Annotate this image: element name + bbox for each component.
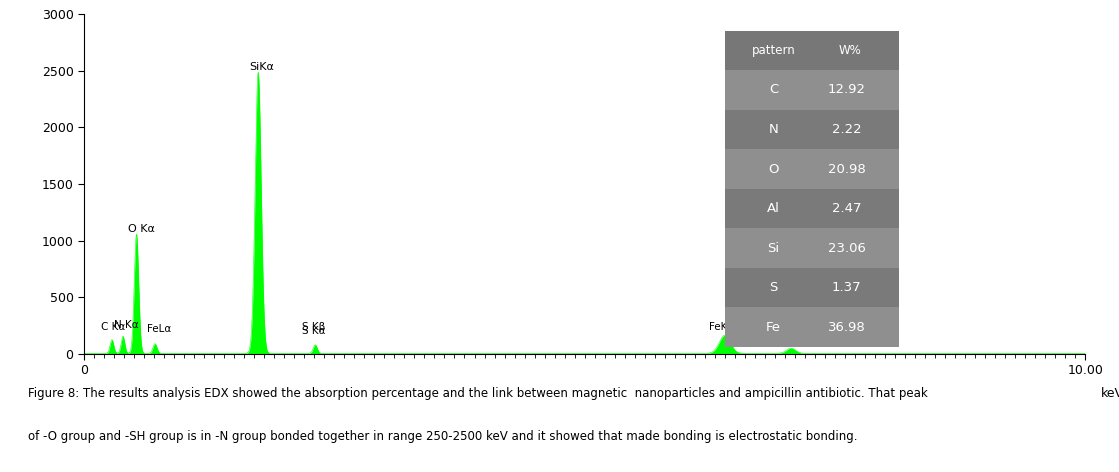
Text: Fe: Fe (767, 320, 781, 334)
Text: S Kβ: S Kβ (302, 322, 326, 332)
Text: of -O group and -SH group is in -N group bonded together in range 250-2500 keV a: of -O group and -SH group is in -N group… (28, 430, 857, 443)
FancyBboxPatch shape (725, 268, 899, 307)
FancyBboxPatch shape (725, 307, 899, 347)
Text: 2.22: 2.22 (831, 123, 862, 136)
Text: 2.47: 2.47 (831, 202, 862, 215)
Text: Al: Al (768, 202, 780, 215)
Text: 12.92: 12.92 (828, 84, 865, 96)
Text: FeLα: FeLα (147, 324, 171, 334)
FancyBboxPatch shape (725, 189, 899, 228)
Text: keV: keV (1100, 387, 1119, 400)
FancyBboxPatch shape (725, 149, 899, 189)
Text: 20.98: 20.98 (828, 162, 865, 176)
Text: N: N (769, 123, 779, 136)
Text: SiKα: SiKα (250, 62, 274, 72)
Text: Figure 8: The results analysis EDX showed the absorption percentage and the link: Figure 8: The results analysis EDX showe… (28, 387, 928, 400)
FancyBboxPatch shape (725, 70, 899, 110)
Text: FeKβ: FeKβ (773, 324, 798, 334)
Text: 23.06: 23.06 (828, 242, 865, 254)
FancyBboxPatch shape (725, 110, 899, 149)
Text: pattern: pattern (752, 44, 796, 57)
Text: 36.98: 36.98 (828, 320, 865, 334)
FancyBboxPatch shape (725, 31, 899, 70)
Text: C Kα: C Kα (101, 322, 125, 332)
Text: O: O (769, 162, 779, 176)
Text: FeKα: FeKα (708, 322, 734, 332)
Text: S Kα: S Kα (302, 327, 326, 337)
Text: W%: W% (838, 44, 862, 57)
FancyBboxPatch shape (725, 228, 899, 268)
Text: N Kα: N Kα (114, 320, 139, 330)
Text: O Kα: O Kα (128, 224, 154, 234)
FancyBboxPatch shape (725, 31, 899, 347)
Text: S: S (770, 281, 778, 294)
Text: 1.37: 1.37 (831, 281, 862, 294)
Text: Si: Si (768, 242, 780, 254)
Text: C: C (769, 84, 779, 96)
